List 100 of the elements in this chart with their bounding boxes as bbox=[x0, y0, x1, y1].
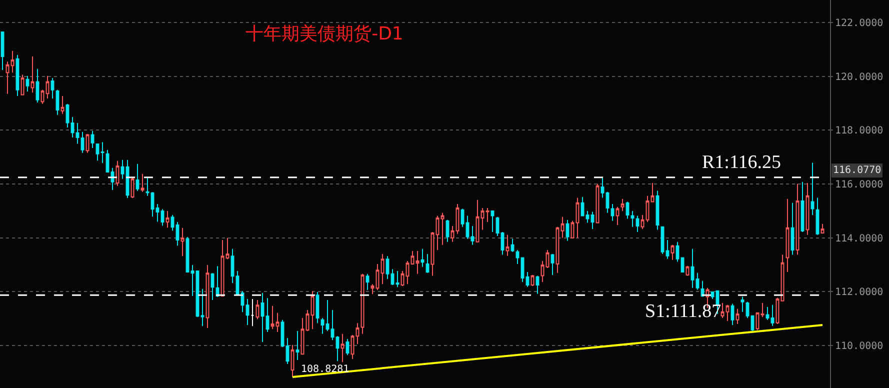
candlestick bbox=[820, 223, 824, 234]
y-tick-label: 118.0000 bbox=[835, 126, 884, 137]
candlestick bbox=[286, 337, 290, 365]
candlestick bbox=[760, 302, 764, 318]
candlestick bbox=[96, 143, 100, 162]
candlestick bbox=[110, 167, 114, 190]
candlestick bbox=[610, 203, 614, 222]
candlestick bbox=[550, 254, 554, 276]
candlestick bbox=[670, 244, 674, 260]
candlestick bbox=[796, 183, 800, 256]
candlestick bbox=[560, 216, 564, 238]
candlestick bbox=[246, 298, 250, 326]
candlestick bbox=[230, 248, 234, 284]
candlestick bbox=[646, 195, 650, 222]
candlestick bbox=[50, 78, 54, 99]
candlestick bbox=[386, 256, 390, 280]
candlestick bbox=[600, 176, 604, 198]
candlestick bbox=[730, 303, 734, 326]
candlestick bbox=[450, 226, 454, 242]
candlestick bbox=[250, 298, 254, 327]
candlestick bbox=[6, 61, 10, 94]
candlestick bbox=[216, 266, 220, 298]
candlestick bbox=[720, 302, 724, 319]
candlestick bbox=[526, 272, 530, 288]
y-tick-label: 110.0000 bbox=[835, 340, 884, 352]
candlestick bbox=[76, 122, 80, 144]
candlestick bbox=[806, 182, 810, 236]
candlestick bbox=[636, 215, 640, 232]
y-tick-label: 114.0000 bbox=[835, 233, 884, 244]
candlestick bbox=[346, 338, 350, 356]
candlestick bbox=[430, 231, 434, 276]
candlestick bbox=[336, 336, 340, 362]
candlestick bbox=[136, 163, 140, 192]
candlestick bbox=[146, 177, 150, 196]
candlestick bbox=[60, 96, 64, 114]
candlestick bbox=[480, 207, 484, 230]
candlestick bbox=[320, 318, 324, 334]
candlestick bbox=[626, 201, 630, 220]
candlestick bbox=[440, 212, 444, 246]
candlestick bbox=[556, 226, 560, 274]
candlestick bbox=[220, 240, 224, 296]
candlestick bbox=[176, 221, 180, 246]
candlestick bbox=[710, 291, 714, 300]
candlestick bbox=[620, 198, 624, 212]
candlestick bbox=[580, 196, 584, 216]
candlestick bbox=[90, 130, 94, 148]
candlestick bbox=[436, 215, 440, 250]
candlestick bbox=[590, 211, 594, 230]
candlestick bbox=[490, 210, 494, 232]
y-tick-label: 122.0000 bbox=[835, 18, 884, 30]
candlestick bbox=[276, 312, 280, 333]
candlestick bbox=[650, 182, 654, 202]
candlestick bbox=[356, 322, 360, 345]
candlestick bbox=[616, 206, 620, 226]
candlestick bbox=[766, 306, 770, 320]
candlestick bbox=[140, 173, 144, 192]
candlestick bbox=[300, 318, 304, 355]
candlestick bbox=[370, 284, 374, 295]
candlestick bbox=[190, 264, 194, 296]
candlestick bbox=[166, 210, 170, 228]
candlestick bbox=[676, 241, 680, 262]
candlestick bbox=[536, 275, 540, 294]
candlestick bbox=[486, 207, 490, 222]
candlestick bbox=[376, 263, 380, 291]
candlestick bbox=[56, 89, 60, 116]
candlestick bbox=[156, 203, 160, 222]
candlestick bbox=[696, 272, 700, 290]
candlestick bbox=[426, 254, 430, 274]
candlestick bbox=[100, 142, 104, 164]
candlestick bbox=[786, 198, 790, 273]
text: 116.0770 bbox=[833, 165, 882, 176]
candlestick bbox=[640, 214, 644, 230]
candlestick bbox=[260, 292, 264, 342]
candlestick bbox=[406, 260, 410, 285]
candlestick bbox=[160, 208, 164, 226]
candlestick bbox=[410, 250, 414, 264]
candlestick bbox=[380, 254, 384, 285]
candlestick bbox=[470, 226, 474, 246]
candlestick bbox=[366, 273, 370, 291]
candlestick bbox=[0, 32, 4, 70]
candlestick bbox=[270, 305, 274, 330]
candlestick bbox=[390, 268, 394, 286]
y-tick-label: 120.0000 bbox=[835, 72, 884, 83]
candlestick bbox=[446, 219, 450, 242]
candlestick bbox=[350, 334, 354, 360]
candlestick bbox=[116, 160, 120, 186]
candlestick bbox=[36, 68, 40, 104]
candlestick bbox=[456, 203, 460, 234]
candlestick bbox=[340, 333, 344, 363]
candlestick bbox=[170, 214, 174, 232]
candlestick bbox=[510, 238, 514, 252]
ref-line-label: S1:111.87 bbox=[645, 301, 722, 322]
candlestick bbox=[310, 290, 314, 330]
candlestick bbox=[10, 50, 14, 74]
candlestick bbox=[690, 248, 694, 288]
candlestick bbox=[26, 75, 30, 92]
candlestick bbox=[316, 291, 320, 324]
candlestick bbox=[476, 199, 480, 242]
candlestick bbox=[736, 308, 740, 324]
candlestick bbox=[540, 260, 544, 282]
